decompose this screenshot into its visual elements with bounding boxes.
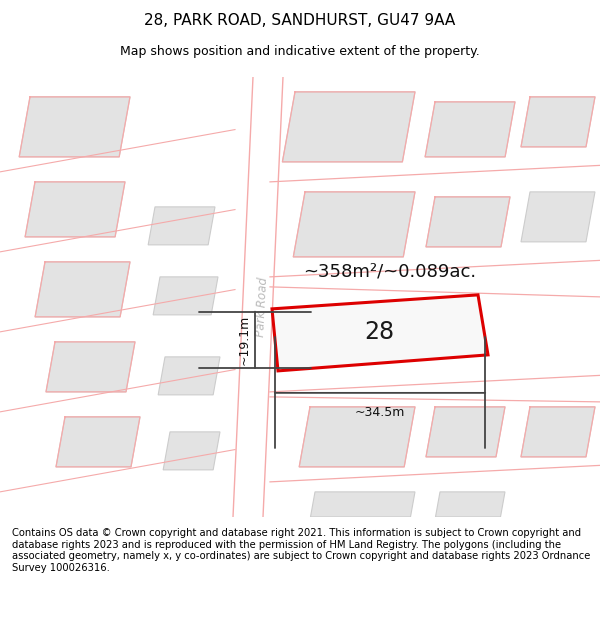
Polygon shape — [521, 407, 595, 457]
Text: Contains OS data © Crown copyright and database right 2021. This information is : Contains OS data © Crown copyright and d… — [12, 528, 590, 573]
Polygon shape — [521, 192, 595, 242]
Polygon shape — [521, 97, 595, 147]
Text: Park Road: Park Road — [254, 277, 270, 337]
Polygon shape — [425, 102, 515, 157]
Text: 28, PARK ROAD, SANDHURST, GU47 9AA: 28, PARK ROAD, SANDHURST, GU47 9AA — [145, 13, 455, 28]
Polygon shape — [272, 295, 488, 371]
Polygon shape — [46, 342, 135, 392]
Polygon shape — [19, 97, 130, 157]
Polygon shape — [158, 357, 220, 395]
Polygon shape — [153, 277, 218, 315]
Text: ~19.1m: ~19.1m — [238, 315, 251, 365]
Text: ~358m²/~0.089ac.: ~358m²/~0.089ac. — [304, 263, 476, 281]
Polygon shape — [163, 432, 220, 470]
Text: ~34.5m: ~34.5m — [355, 406, 405, 419]
Text: 28: 28 — [364, 321, 394, 344]
Polygon shape — [148, 207, 215, 245]
Polygon shape — [283, 92, 415, 162]
Polygon shape — [436, 492, 505, 517]
Polygon shape — [56, 417, 140, 467]
Polygon shape — [293, 192, 415, 257]
Polygon shape — [25, 182, 125, 237]
Polygon shape — [311, 492, 415, 517]
Polygon shape — [299, 407, 415, 467]
Polygon shape — [426, 197, 510, 247]
Text: Map shows position and indicative extent of the property.: Map shows position and indicative extent… — [120, 44, 480, 58]
Polygon shape — [35, 262, 130, 317]
Polygon shape — [233, 77, 283, 517]
Polygon shape — [426, 407, 505, 457]
